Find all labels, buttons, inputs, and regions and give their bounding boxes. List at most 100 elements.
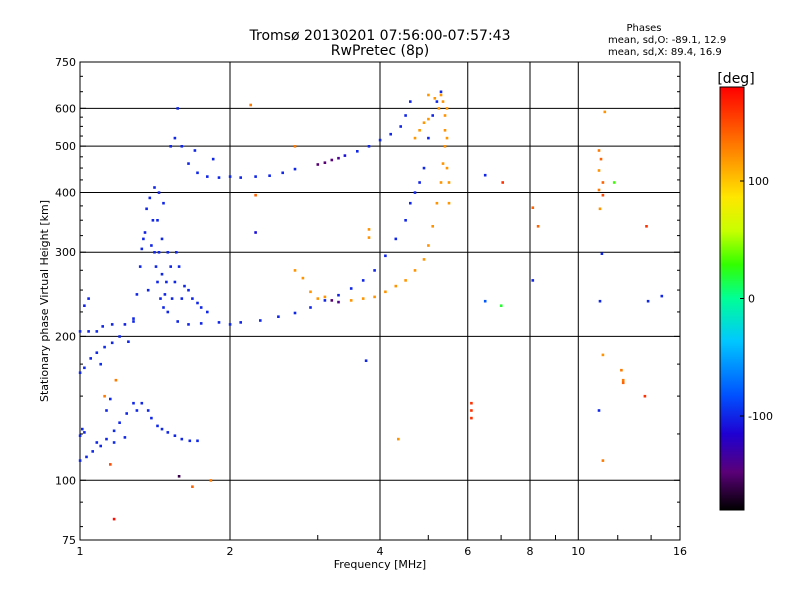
data-point — [309, 290, 312, 294]
x-tick-label: 6 — [464, 545, 471, 558]
data-point — [249, 103, 252, 107]
data-point — [196, 171, 199, 175]
data-point — [125, 412, 128, 415]
data-point — [620, 368, 623, 372]
data-point — [361, 297, 365, 300]
data-point — [337, 156, 340, 160]
data-point — [132, 320, 135, 323]
data-point — [378, 138, 382, 142]
data-point — [148, 196, 152, 200]
data-point — [433, 97, 437, 100]
data-point — [445, 136, 449, 140]
data-point — [439, 93, 443, 97]
data-point — [135, 409, 139, 412]
data-point — [99, 362, 102, 366]
data-point — [531, 206, 535, 209]
data-point — [373, 295, 376, 299]
y-tick-label: 500 — [55, 140, 76, 153]
x-tick-label: 1 — [77, 545, 84, 558]
data-point — [337, 293, 340, 297]
data-point — [254, 193, 257, 197]
y-tick-label: 200 — [55, 330, 76, 343]
data-point — [435, 100, 439, 103]
data-point — [78, 330, 82, 333]
data-point — [156, 280, 159, 284]
data-point — [439, 181, 443, 184]
data-point — [483, 173, 487, 177]
data-point — [323, 299, 327, 302]
data-point — [91, 450, 94, 453]
data-point — [445, 166, 449, 170]
data-point — [323, 161, 327, 164]
data-point — [601, 353, 605, 357]
data-point — [501, 181, 504, 184]
data-point — [228, 175, 232, 178]
data-point — [437, 107, 441, 110]
data-point — [105, 437, 108, 441]
data-point — [101, 325, 104, 328]
data-point — [427, 244, 430, 247]
colorbar-tick-label: -100 — [748, 410, 773, 423]
data-point — [384, 254, 387, 258]
data-point — [173, 136, 177, 140]
data-point — [175, 251, 178, 254]
data-point — [427, 93, 430, 97]
data-point — [643, 394, 647, 398]
data-point — [89, 357, 92, 360]
data-point — [239, 321, 242, 324]
data-point — [367, 228, 371, 231]
x-tick-label: 2 — [227, 545, 234, 558]
data-point — [83, 304, 86, 307]
data-point — [330, 299, 334, 302]
data-point — [361, 279, 365, 282]
data-point — [114, 378, 118, 382]
x-tick-label: 10 — [571, 545, 585, 558]
data-point — [470, 401, 473, 405]
data-point — [180, 145, 184, 148]
colorbar-label: [deg] — [717, 71, 754, 87]
data-point — [293, 311, 297, 315]
data-point — [193, 149, 197, 152]
data-point — [140, 247, 144, 251]
data-point — [177, 475, 181, 478]
colorbar-ticks: 100 0 -100 — [740, 175, 773, 423]
data-point — [612, 181, 616, 184]
data-point — [177, 265, 181, 268]
data-point — [154, 265, 158, 268]
x-tick-label: 4 — [377, 545, 384, 558]
y-tick-label: 600 — [55, 102, 76, 115]
data-point — [187, 288, 190, 292]
data-point — [418, 181, 421, 184]
data-point — [78, 434, 82, 437]
data-point — [176, 320, 179, 323]
data-point — [196, 439, 199, 443]
data-point — [173, 280, 177, 284]
data-point — [95, 351, 99, 354]
chart-subtitle: RwPretec (8p) — [331, 43, 429, 59]
data-point — [399, 125, 402, 128]
data-point — [435, 201, 439, 205]
data-point — [150, 416, 153, 420]
data-point — [645, 225, 648, 228]
data-point — [364, 359, 368, 362]
x-tick-label: 16 — [673, 545, 687, 558]
data-point — [601, 193, 605, 197]
data-point — [343, 154, 347, 157]
data-point — [439, 90, 443, 94]
data-point — [330, 158, 334, 162]
data-point — [409, 201, 412, 205]
data-point — [87, 297, 90, 300]
data-point — [191, 485, 194, 488]
data-point — [157, 251, 161, 254]
data-point — [196, 301, 199, 305]
data-point — [422, 258, 426, 261]
data-point — [87, 330, 90, 333]
data-point — [367, 236, 371, 239]
data-point — [599, 157, 603, 161]
data-point — [83, 366, 86, 370]
data-point — [431, 225, 434, 228]
data-point — [142, 237, 145, 241]
data-point — [150, 244, 153, 247]
data-point — [166, 310, 170, 314]
data-point — [598, 299, 602, 303]
